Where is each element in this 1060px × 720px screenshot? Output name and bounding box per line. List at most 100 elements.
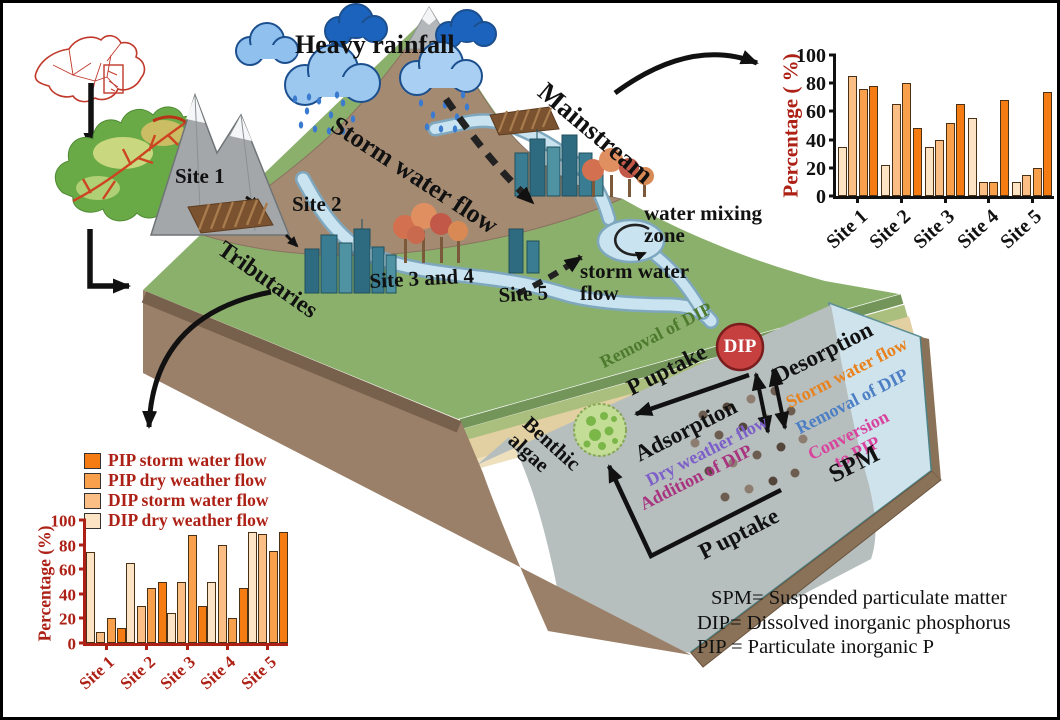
y-tick-label: 20: [59, 609, 76, 629]
abbreviation-definitions: SPM= Suspended particulate matter DIP= D…: [697, 586, 1011, 660]
bar: [217, 544, 227, 643]
farm-field-left: [187, 198, 274, 234]
bar: [279, 532, 288, 643]
tributaries-chart: Percentage (%) PIP storm water flow PIP d…: [28, 443, 298, 717]
bar: [247, 532, 257, 643]
bar: [187, 534, 197, 643]
scene-art: [34, 3, 942, 668]
y-tick-mark: [79, 543, 86, 547]
y-tick-label: 0: [67, 634, 77, 654]
bar: [238, 587, 248, 643]
y-tick-label: 100: [796, 45, 826, 67]
water-mixing-pond: [596, 218, 666, 264]
y-tick-label: 0: [816, 186, 826, 208]
x-tick-mark: [185, 643, 189, 650]
bar-group: [247, 520, 288, 643]
bar: [157, 581, 167, 643]
bar: [869, 86, 879, 196]
bar: [86, 551, 95, 643]
bar: [837, 146, 847, 196]
city-site2: [304, 219, 397, 294]
bar: [968, 118, 978, 196]
snow-cap-small: [422, 7, 436, 25]
bar: [136, 606, 146, 643]
bar-group: [207, 520, 248, 643]
arrow-watershed-to-block: [87, 229, 131, 294]
bar: [956, 104, 966, 196]
plot-area: 0 20 40 60 80 100 Site 1 Site 2 Site 3 Site 4 Site…: [51, 512, 288, 693]
x-tick-mark: [266, 643, 270, 650]
mixing-zone-circular-arrow: [613, 223, 650, 262]
definition-pip: PIP = Particulate inorganic P: [697, 636, 935, 659]
bar-group: [166, 520, 208, 643]
trees-site34: [393, 203, 468, 263]
arrow-sorption-2: [768, 368, 790, 430]
bar: [945, 122, 955, 196]
y-tick-mark: [829, 81, 836, 85]
farm-field-top: [489, 106, 560, 136]
bar-group: [86, 520, 127, 643]
y-tick-mark: [829, 194, 836, 198]
x-tick-mark: [856, 196, 860, 203]
arrow-tributaries-to-chart: [142, 289, 272, 429]
bar: [999, 100, 1009, 196]
legend-label: DIP dry weather flow: [108, 509, 269, 530]
city-site5: [508, 228, 540, 274]
river-flow-arrow-2: [284, 233, 299, 248]
definition-spm: SPM= Suspended particulate matter: [711, 587, 1007, 609]
legend-swatch: [84, 492, 101, 509]
x-tick-mark: [145, 643, 149, 650]
legend-swatch: [84, 452, 101, 469]
legend-item: DIP dry weather flow: [84, 511, 269, 530]
legend-item: PIP storm water flow: [84, 451, 269, 470]
plot-area: 0 20 40 60 80 100 Site 1 Site 2 Site 3 Site 4 Site…: [796, 46, 1054, 253]
trees-mainstream: [582, 148, 654, 197]
dip-circle: [715, 322, 765, 372]
x-tick-mark: [104, 643, 108, 650]
bar: [1011, 181, 1021, 196]
bar: [989, 181, 999, 196]
y-tick-mark: [79, 592, 86, 596]
rain-drops: [292, 91, 470, 135]
y-tick-label: 80: [806, 73, 826, 96]
bar: [902, 83, 912, 196]
chart-legend: PIP storm water flow PIP dry weather flow…: [84, 451, 269, 530]
bar-group: [1010, 55, 1054, 196]
dashed-arrow-storm-to-mixing-zone: [515, 254, 583, 297]
bar: [858, 88, 868, 196]
arrow-p-uptake-spm-to-algae: [606, 464, 783, 560]
x-tick-mark: [987, 196, 991, 203]
china-outline-map: [34, 34, 146, 103]
y-tick-mark: [829, 138, 836, 142]
bar: [198, 606, 208, 643]
bar: [228, 618, 238, 643]
legend-item: PIP dry weather flow: [84, 471, 269, 490]
y-axis-label: Percentage ( %): [778, 53, 803, 198]
y-axis-label: Percentage (%): [34, 525, 55, 642]
y-tick-label: 20: [806, 157, 826, 180]
legend-label: PIP dry weather flow: [108, 469, 267, 490]
y-tick-mark: [829, 166, 836, 170]
bar-group: [880, 55, 924, 196]
bar-group: [923, 55, 967, 196]
bar: [258, 533, 268, 643]
legend-swatch: [84, 472, 101, 489]
bar: [1043, 91, 1053, 196]
soil-face: [143, 290, 691, 655]
definition-dip: DIP= Dissolved inorganic phosphorus: [697, 611, 1011, 634]
bar: [106, 618, 116, 643]
bar: [912, 128, 922, 196]
dashed-arrow-storm-water-flow: [443, 97, 536, 206]
bar-group: [836, 55, 880, 196]
benthic-algae-circle: [573, 403, 627, 457]
bar: [166, 613, 176, 643]
bar: [147, 587, 157, 643]
bar: [924, 146, 934, 196]
bar: [117, 628, 127, 643]
bar: [881, 164, 891, 196]
soil-top-band: [141, 291, 462, 433]
arrow-sorption-1: [751, 372, 773, 434]
bar: [935, 139, 945, 196]
y-tick-mark: [829, 53, 836, 57]
